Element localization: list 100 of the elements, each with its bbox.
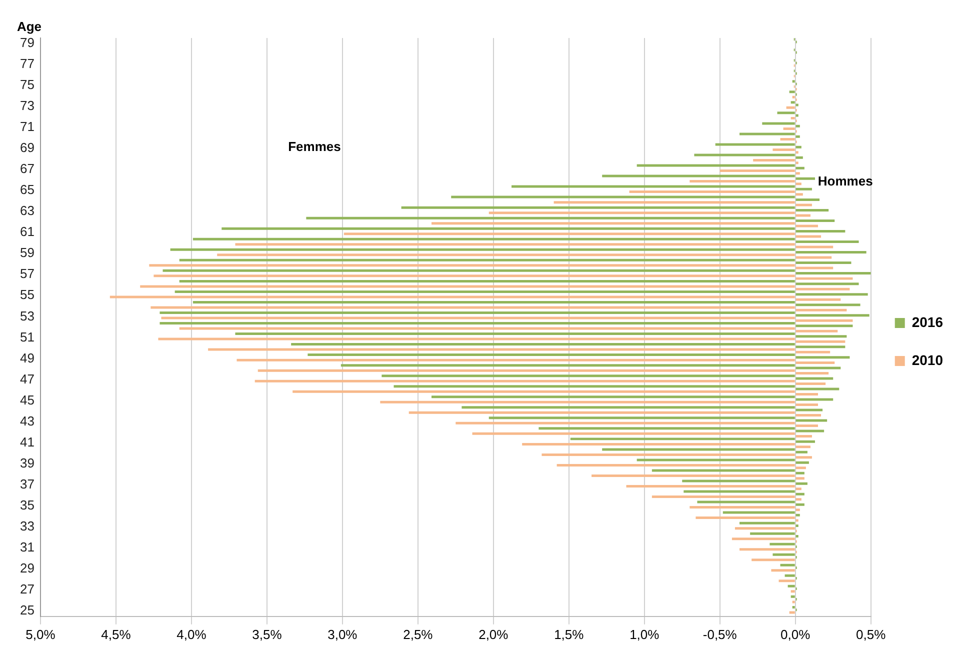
bar: [796, 156, 803, 159]
bar: [796, 482, 808, 485]
bar: [690, 180, 795, 183]
bar: [697, 500, 795, 504]
bar: [796, 477, 804, 480]
bar: [796, 246, 834, 248]
y-tick-label: 39: [20, 455, 34, 470]
x-tick-label: -0,5%: [702, 626, 738, 642]
bar: [382, 374, 795, 378]
bar: [796, 461, 809, 464]
bar: [777, 112, 795, 114]
y-tick-label: 51: [20, 329, 34, 344]
bar: [462, 406, 795, 409]
bar: [732, 538, 795, 540]
bar: [408, 411, 795, 414]
bar: [786, 106, 795, 109]
bar: [170, 248, 795, 251]
bar: [796, 104, 798, 106]
bar: [796, 372, 829, 374]
bar: [734, 527, 795, 530]
bar: [340, 364, 795, 367]
bar: [796, 262, 852, 264]
bar: [192, 238, 795, 240]
bar: [512, 185, 795, 188]
bar: [796, 230, 846, 232]
bar: [570, 438, 795, 440]
bar: [796, 472, 804, 474]
bar: [235, 243, 795, 246]
bar: [796, 214, 810, 217]
bar: [235, 332, 795, 336]
y-tick-label: 35: [20, 498, 34, 513]
bar: [783, 127, 795, 130]
bar: [796, 124, 800, 128]
bar: [796, 330, 838, 332]
bar: [780, 138, 795, 140]
y-tick-label: 71: [20, 118, 34, 134]
bar: [160, 311, 795, 314]
bar: [772, 148, 795, 151]
y-tick-label: 75: [20, 76, 34, 92]
bar: [753, 159, 795, 162]
bar: [796, 524, 798, 527]
bar: [796, 162, 798, 164]
bar: [690, 506, 795, 509]
bar: [796, 424, 818, 428]
bar: [796, 335, 847, 338]
bar: [796, 514, 800, 516]
bar: [796, 304, 860, 306]
bar: [636, 458, 795, 462]
bar: [796, 266, 834, 270]
bar: [790, 116, 795, 120]
x-tick-label: 5,0%: [26, 626, 56, 642]
x-tick-label: 3,0%: [328, 626, 358, 642]
bar: [790, 590, 795, 593]
y-tick-label: 27: [20, 582, 34, 597]
x-tick-label: 4,0%: [176, 626, 207, 642]
legend-label: 2010: [912, 352, 944, 368]
bar: [796, 251, 866, 254]
bar: [684, 490, 795, 493]
bar: [161, 316, 795, 320]
bar: [796, 177, 815, 180]
bar: [222, 227, 795, 230]
y-tick-label: 25: [20, 602, 34, 618]
bar: [740, 522, 795, 524]
bar: [110, 296, 795, 298]
bar: [796, 392, 818, 396]
bar: [796, 388, 840, 390]
y-tick-label: 41: [20, 434, 34, 450]
bar: [796, 182, 802, 186]
bar: [792, 96, 795, 98]
bar: [291, 343, 795, 346]
bar: [789, 90, 795, 94]
bar: [308, 354, 795, 356]
bar: [158, 338, 795, 340]
bar: [796, 219, 835, 222]
bar: [796, 198, 820, 201]
x-tick-label: 0,5%: [856, 626, 886, 642]
y-tick-label: 45: [20, 392, 34, 408]
bar: [796, 298, 841, 301]
bar: [796, 277, 853, 280]
bar: [796, 224, 818, 228]
bar: [796, 382, 826, 385]
bar: [796, 356, 850, 359]
bar: [778, 580, 795, 582]
bar: [770, 542, 795, 546]
bar: [796, 350, 830, 354]
bar: [796, 193, 803, 196]
bar: [796, 282, 859, 286]
bar: [750, 532, 795, 535]
bar: [208, 348, 795, 351]
bar: [192, 300, 795, 304]
bar: [542, 453, 795, 456]
bar: [784, 574, 795, 577]
bar: [796, 466, 806, 470]
bar: [602, 174, 795, 178]
bar: [796, 272, 871, 275]
bar: [522, 442, 795, 446]
bar: [217, 254, 795, 256]
y-tick-label: 63: [20, 203, 34, 218]
bar: [796, 146, 802, 148]
bar: [394, 385, 795, 388]
